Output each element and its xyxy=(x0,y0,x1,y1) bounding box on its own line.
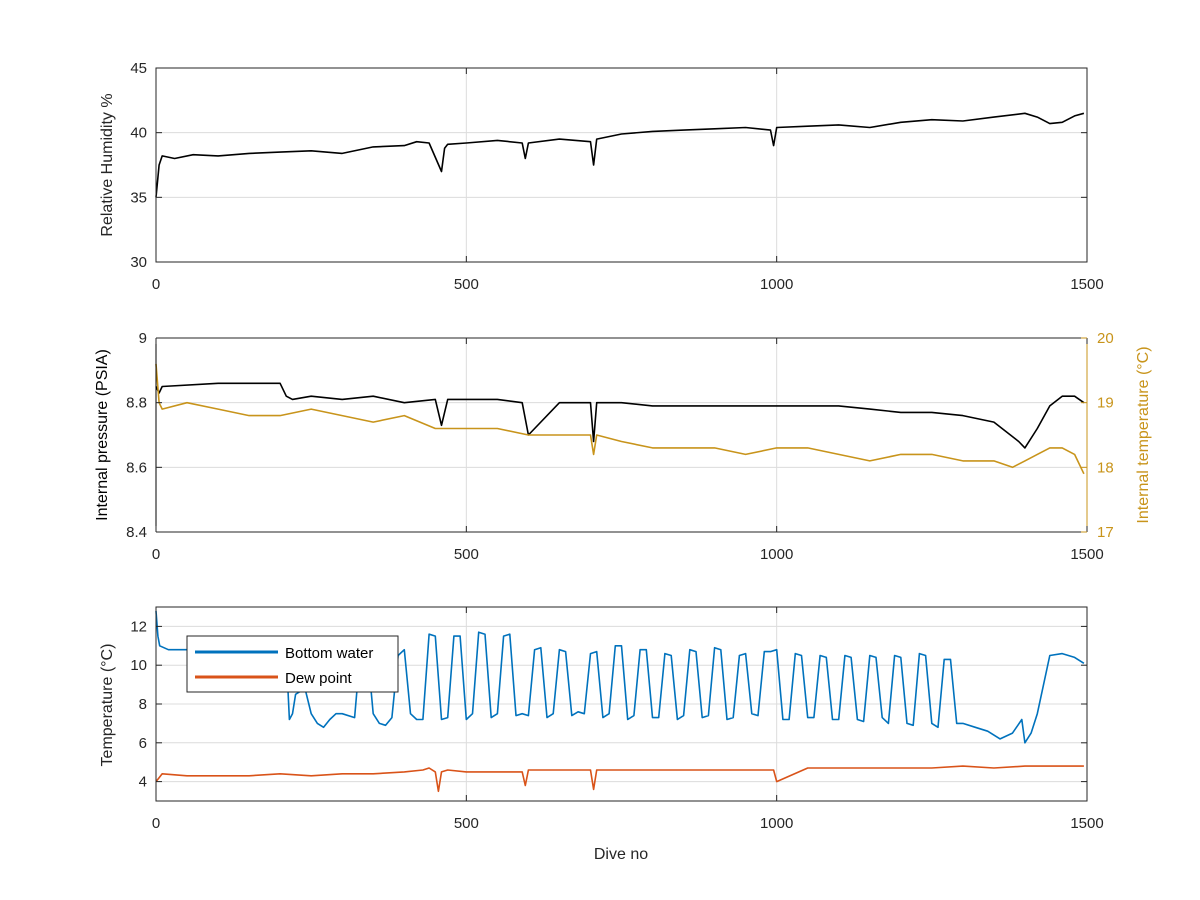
x-tick-label: 0 xyxy=(152,276,160,293)
y2-axis-label: Internal temperature (°C) xyxy=(1135,346,1152,523)
x-tick-label: 1500 xyxy=(1070,276,1103,293)
y-tick-labels: 30 35 40 45 xyxy=(130,60,1087,271)
series-line-2 xyxy=(155,363,1085,475)
y-tick-label: 12 xyxy=(130,618,147,635)
y2-tick-label: 20 xyxy=(1097,330,1114,347)
series-line-dew-point xyxy=(155,765,1084,793)
legend-label-bottom-water: Bottom water xyxy=(285,645,373,662)
y2-tick-label: 18 xyxy=(1097,459,1114,476)
x-tick-label: 1000 xyxy=(760,276,793,293)
y-tick-labels: 8.4 8.6 8.8 9 xyxy=(126,330,162,541)
y-tick-label: 10 xyxy=(130,657,147,674)
y-tick-label: 40 xyxy=(130,125,147,142)
temperature-panel: 0 500 1000 1500 4 6 8 10 12 Temperature (°C) Di… xyxy=(99,606,1104,863)
x-axis-label: Dive no xyxy=(594,846,648,863)
y2-tick-label: 19 xyxy=(1097,395,1114,412)
y-tick-labels: 4 6 8 10 12 xyxy=(130,618,1087,791)
x-tick-label: 1000 xyxy=(760,815,793,832)
y-axis-label: Relative Humidity % xyxy=(99,93,116,236)
x-tick-labels: 0 500 1000 1500 xyxy=(152,607,1104,832)
pressure-temperature-panel: 0 500 1000 1500 8.4 8.6 8.8 9 17 18 19 20 Interna… xyxy=(94,330,1152,563)
grid xyxy=(156,338,1087,532)
x-tick-label: 0 xyxy=(152,546,160,563)
y-tick-label: 9 xyxy=(139,330,147,347)
series-line-1 xyxy=(155,112,1085,198)
y-tick-label: 8.8 xyxy=(126,395,147,412)
y-tick-label: 45 xyxy=(130,60,147,77)
x-tick-label: 500 xyxy=(454,276,479,293)
x-tick-label: 500 xyxy=(454,546,479,563)
x-tick-label: 1500 xyxy=(1070,815,1103,832)
x-tick-labels: 0 500 1000 1500 xyxy=(152,68,1104,293)
x-tick-label: 0 xyxy=(152,815,160,832)
y2-tick-labels: 17 18 19 20 xyxy=(1081,330,1114,541)
humidity-panel: 0 500 1000 1500 30 35 40 45 Relative Humidity … xyxy=(99,60,1104,293)
y-tick-label: 6 xyxy=(139,735,147,752)
x-tick-label: 500 xyxy=(454,815,479,832)
axes-box xyxy=(155,67,1088,263)
legend-label-dew-point: Dew point xyxy=(285,670,353,687)
legend-box xyxy=(186,635,399,693)
y-axis-label: Internal pressure (PSIA) xyxy=(94,349,111,521)
y-tick-label: 4 xyxy=(139,774,147,791)
y-tick-label: 8.4 xyxy=(126,524,147,541)
y-tick-label: 35 xyxy=(130,189,147,206)
x-tick-label: 1000 xyxy=(760,546,793,563)
series-line-1 xyxy=(155,382,1085,449)
x-tick-labels: 0 500 1000 1500 xyxy=(152,338,1104,563)
series-lines xyxy=(155,112,1085,198)
y-tick-label: 8 xyxy=(139,696,147,713)
series-lines xyxy=(155,363,1085,475)
y-axis-label: Temperature (°C) xyxy=(99,644,116,767)
grid xyxy=(156,68,1087,262)
y-tick-label: 30 xyxy=(130,254,147,271)
y2-tick-label: 17 xyxy=(1097,524,1114,541)
y-tick-label: 8.6 xyxy=(126,459,147,476)
legend: Bottom water Dew point xyxy=(186,635,399,693)
x-tick-label: 1500 xyxy=(1070,546,1103,563)
